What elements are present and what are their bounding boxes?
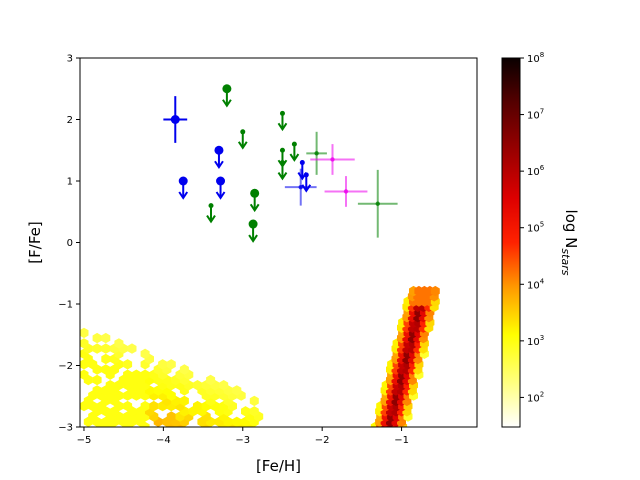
upper-limit-arrowhead	[215, 191, 226, 200]
data-point	[208, 203, 214, 209]
colorbar-tick-label: 104	[527, 277, 545, 291]
data-point	[375, 201, 380, 206]
hexbin-cell	[80, 338, 89, 349]
data-point	[343, 189, 349, 194]
x-tick-label: −1	[394, 435, 409, 446]
hexbin-cell	[92, 374, 102, 386]
y-tick-label: −3	[58, 423, 73, 434]
hexbin-cell	[140, 348, 150, 359]
data-point	[299, 160, 305, 166]
hexbin-density	[80, 285, 440, 427]
x-axis: −5 −4 −3 −2 −1	[77, 427, 409, 446]
hexbin-cell	[166, 359, 176, 370]
colorbar-tick-label: 107	[527, 108, 544, 122]
colorbar-gradient	[501, 57, 521, 428]
colorbar-ticks: 102 103 104 105 106 107 108	[520, 51, 545, 404]
colorbar-tick-label: 108	[527, 51, 544, 65]
hexbin-cell	[92, 343, 102, 354]
upper-limit-arrowhead	[214, 160, 224, 170]
hexbin-cell	[430, 285, 440, 297]
hexbin-cell	[179, 395, 189, 407]
upper-limit-arrowhead	[206, 215, 216, 224]
hexbin-cell	[123, 369, 133, 380]
hexbin-cell	[123, 400, 133, 412]
upper-limit-arrowhead	[277, 122, 288, 132]
hexbin-cell	[140, 400, 150, 412]
hexbin-cell	[193, 380, 202, 391]
hexbin-cell	[140, 369, 150, 380]
hexbin-cell	[158, 359, 168, 370]
upper-limit-arrowhead	[248, 234, 258, 243]
hexbin-cell	[232, 385, 242, 396]
hexbin-cell	[219, 380, 229, 391]
data-point	[303, 172, 309, 178]
hexbin-cell	[92, 385, 102, 396]
data-point	[248, 219, 258, 229]
hexbin-cell	[101, 364, 111, 375]
colorbar-tick-label: 106	[527, 164, 545, 178]
upper-limit-arrowhead	[222, 99, 232, 108]
data-point	[222, 84, 232, 94]
hexbin-cell	[249, 395, 259, 407]
hexbin-cell	[114, 338, 124, 349]
hexbin-cell	[193, 400, 202, 412]
hexbin-cell	[101, 343, 111, 354]
data-point	[279, 147, 285, 153]
hexbin-cell	[149, 400, 159, 412]
y-tick-label: 1	[67, 177, 73, 188]
data-point	[279, 110, 285, 116]
upper-limit-arrowhead	[277, 171, 288, 181]
hexbin-cell	[123, 359, 133, 370]
hexbin-cell	[80, 327, 89, 339]
hexbin-cell	[127, 343, 137, 354]
data-point	[314, 151, 319, 156]
hexbin-cell	[80, 369, 89, 380]
colorbar: 102 103 104 105 106 107 108 log Nstars	[501, 51, 580, 428]
x-tick-label: −2	[315, 435, 330, 446]
hexbin-cell	[101, 332, 111, 344]
y-tick-label: −1	[58, 300, 73, 311]
y-tick-label: 0	[67, 238, 73, 249]
hexbin-cell	[241, 406, 251, 417]
hexbin-cell	[92, 332, 102, 344]
data-point	[279, 160, 285, 166]
data-point	[216, 176, 226, 186]
colorbar-label: log Nstars	[559, 210, 580, 276]
y-tick-label: 3	[67, 54, 73, 65]
y-axis: −3 −2 −1 0 1 2 3	[58, 54, 80, 434]
x-tick-label: −5	[77, 435, 92, 446]
upper-limit-arrowhead	[249, 203, 260, 213]
hexbin-cell	[131, 369, 141, 380]
data-point	[240, 129, 246, 135]
x-tick-label: −3	[235, 435, 250, 446]
data-point	[214, 145, 224, 155]
y-axis-label: [F/Fe]	[26, 221, 44, 263]
data-point	[298, 184, 303, 190]
data-point	[291, 141, 297, 147]
data-point	[330, 157, 335, 162]
colorbar-tick-label: 105	[527, 221, 544, 235]
hexbin-cell	[249, 406, 259, 417]
hexbin-cell	[166, 411, 176, 422]
x-axis-label: [Fe/H]	[256, 457, 301, 475]
data-points	[163, 84, 398, 243]
upper-limit-arrowhead	[237, 141, 248, 150]
y-tick-label: 2	[67, 115, 73, 126]
hexbin-cell	[232, 416, 242, 427]
colorbar-tick-label: 102	[527, 390, 544, 404]
colorbar-tick-label: 103	[527, 334, 544, 348]
hexbin-cell	[105, 380, 115, 391]
hexbin-cell	[101, 353, 111, 365]
x-tick-label: −4	[156, 435, 171, 446]
data-point	[170, 115, 180, 124]
hexbin-cell	[179, 364, 189, 375]
upper-limit-arrowhead	[178, 191, 189, 200]
hexbin-cell	[206, 374, 216, 386]
upper-limit-arrowhead	[289, 153, 300, 162]
colorbar-label-subscript: stars	[559, 248, 572, 275]
data-point	[178, 176, 188, 186]
data-point	[250, 188, 260, 198]
y-tick-label: −2	[58, 361, 73, 372]
